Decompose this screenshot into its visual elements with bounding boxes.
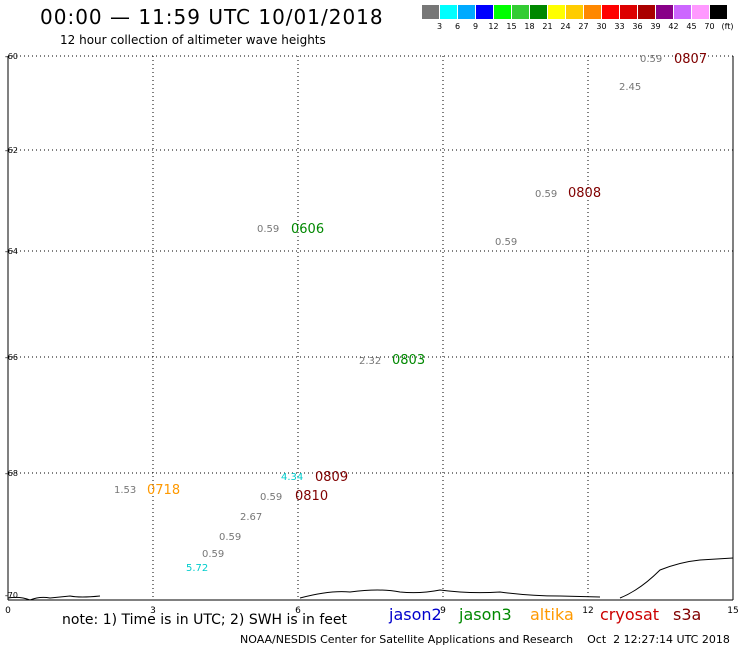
legend-label: 42	[668, 22, 679, 31]
legend-label: 70	[704, 22, 715, 31]
legend-swatch	[548, 5, 565, 19]
map-subtitle: 12 hour collection of altimeter wave hei…	[60, 33, 326, 47]
legend-label: 3	[436, 22, 443, 31]
pass-time-label: 0718	[147, 483, 180, 498]
wave-height-label: 0.59	[219, 532, 241, 543]
y-tick-label: -66	[5, 353, 18, 362]
legend-swatch	[566, 5, 583, 19]
legend-swatch	[512, 5, 529, 19]
legend-label: 9	[472, 22, 479, 31]
pass-time-label: 0810	[295, 489, 328, 504]
legend-swatch	[584, 5, 601, 19]
y-tick-label: -70	[5, 591, 18, 600]
legend-swatch	[422, 5, 439, 19]
legend-swatch	[476, 5, 493, 19]
wave-height-label: 4.34	[281, 472, 303, 483]
wave-height-label: 5.72	[186, 563, 208, 574]
map-title: 00:00 — 11:59 UTC 10/01/2018	[40, 5, 384, 29]
wave-height-label: 1.53	[114, 485, 136, 496]
pass-time-label: 0606	[291, 222, 324, 237]
x-tick-label: 12	[582, 606, 593, 616]
wave-height-label: 0.59	[495, 237, 517, 248]
legend-label: 15	[506, 22, 517, 31]
legend-label: 30	[596, 22, 607, 31]
wave-height-label: 0.59	[535, 189, 557, 200]
legend-label: 24	[560, 22, 571, 31]
coastline	[299, 589, 601, 599]
legend-unit-label: (ft)	[721, 22, 734, 31]
credit-line: NOAA/NESDIS Center for Satellite Applica…	[240, 633, 730, 646]
legend-swatch	[656, 5, 673, 19]
satellite-name: cryosat	[600, 605, 660, 624]
pass-time-label: 0808	[568, 186, 601, 201]
legend-swatch	[710, 5, 727, 19]
legend-swatch	[494, 5, 511, 19]
legend-swatch	[674, 5, 691, 19]
legend-swatch	[440, 5, 457, 19]
wave-height-label: 0.59	[202, 549, 224, 560]
legend-label: 21	[542, 22, 553, 31]
x-tick-label: 0	[5, 606, 11, 616]
pass-time-label: 0803	[392, 353, 425, 368]
legend-swatch	[602, 5, 619, 19]
x-tick-label: 9	[440, 606, 446, 616]
x-tick-label: 3	[150, 606, 156, 616]
wave-height-label: 2.67	[240, 512, 262, 523]
x-tick-label: 15	[727, 606, 738, 616]
legend-swatch	[692, 5, 709, 19]
wave-height-label: 0.59	[640, 54, 662, 65]
legend-label: 6	[454, 22, 461, 31]
satellite-name: altika	[530, 605, 574, 624]
legend-swatch	[530, 5, 547, 19]
x-tick-label: 6	[295, 606, 301, 616]
pass-time-label: 0809	[315, 470, 348, 485]
coastline	[619, 557, 734, 599]
y-tick-label: -68	[5, 469, 18, 478]
pass-time-label: 0807	[674, 52, 707, 67]
legend-label: 18	[524, 22, 535, 31]
legend-label: 12	[488, 22, 499, 31]
legend-label: 33	[614, 22, 625, 31]
coastline	[7, 595, 101, 601]
y-tick-label: -60	[5, 52, 18, 61]
legend-swatch	[458, 5, 475, 19]
y-tick-label: -64	[5, 247, 18, 256]
legend-label: 36	[632, 22, 643, 31]
legend-swatch	[638, 5, 655, 19]
legend-swatch	[620, 5, 637, 19]
wave-height-label: 2.32	[359, 356, 381, 367]
legend-label: 45	[686, 22, 697, 31]
satellite-name: jason2	[389, 605, 442, 624]
satellite-name: s3a	[673, 605, 702, 624]
wave-height-label: 0.59	[257, 224, 279, 235]
satellite-name: jason3	[459, 605, 512, 624]
legend-label: 27	[578, 22, 589, 31]
wave-height-label: 2.45	[619, 82, 641, 93]
wave-height-label: 0.59	[260, 492, 282, 503]
y-tick-label: -62	[5, 146, 18, 155]
footer-note: note: 1) Time is in UTC; 2) SWH is in fe…	[62, 612, 348, 628]
legend-label: 39	[650, 22, 661, 31]
